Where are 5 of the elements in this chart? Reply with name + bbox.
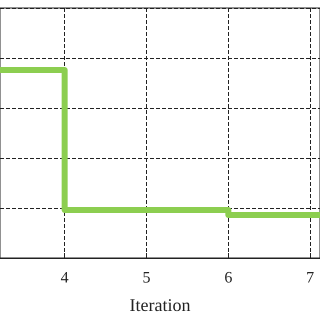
x-axis-title: Iteration xyxy=(130,295,190,315)
x-tick-label: 7 xyxy=(306,270,314,286)
x-tick-label: 6 xyxy=(224,270,232,286)
x-tick-label: 5 xyxy=(142,270,150,286)
x-tick-label: 4 xyxy=(60,270,69,286)
